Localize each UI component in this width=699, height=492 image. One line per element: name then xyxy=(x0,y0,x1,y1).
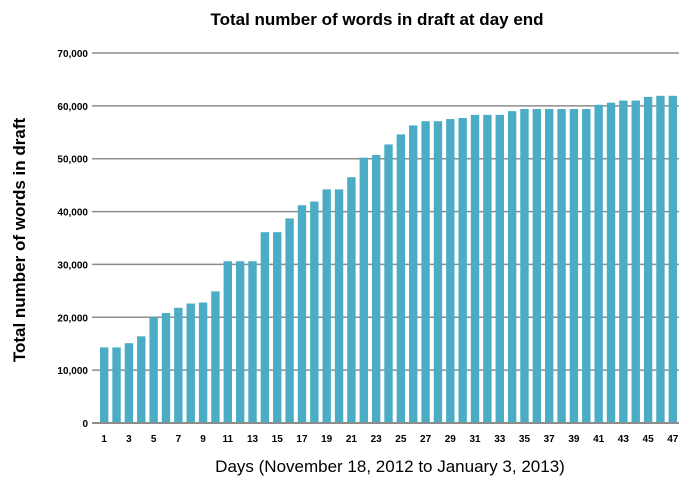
x-tick-label: 43 xyxy=(618,434,630,445)
bar xyxy=(124,343,134,423)
x-tick-label: 5 xyxy=(151,434,157,445)
bar xyxy=(99,347,109,423)
y-tick-label: 70,000 xyxy=(57,49,88,60)
x-tick-label: 3 xyxy=(126,434,132,445)
bar xyxy=(334,189,344,423)
bar xyxy=(446,119,455,424)
bar xyxy=(643,96,653,423)
bar xyxy=(544,109,554,424)
x-tick-label: 9 xyxy=(200,434,206,445)
bar xyxy=(347,177,356,423)
x-tick-label: 23 xyxy=(371,434,383,445)
bar xyxy=(507,111,517,424)
bar xyxy=(186,303,195,423)
x-tick-label: 11 xyxy=(223,434,234,445)
bar xyxy=(310,201,319,423)
x-tick-label: 33 xyxy=(494,434,506,445)
x-tick-label: 37 xyxy=(544,434,556,445)
bar xyxy=(631,100,640,424)
y-tick-label: 60,000 xyxy=(57,102,88,113)
x-tick-label: 31 xyxy=(469,434,481,445)
chart-title: Total number of words in draft at day en… xyxy=(210,10,544,29)
x-tick-label: 47 xyxy=(667,434,679,445)
bar xyxy=(495,114,504,423)
x-tick-label: 17 xyxy=(296,434,308,445)
bar xyxy=(161,313,171,423)
x-tick-label: 21 xyxy=(346,434,358,445)
bar xyxy=(421,121,430,423)
x-tick-label: 13 xyxy=(247,434,259,445)
x-tick-label: 25 xyxy=(395,434,407,445)
bar xyxy=(656,95,665,424)
bar xyxy=(211,291,220,423)
bar xyxy=(149,317,158,423)
bar xyxy=(668,95,678,424)
bar xyxy=(433,121,443,423)
bar xyxy=(235,261,245,423)
y-tick-label: 10,000 xyxy=(57,366,88,377)
bar xyxy=(396,134,406,423)
bar xyxy=(297,205,307,423)
y-tick-label: 50,000 xyxy=(57,155,88,166)
y-tick-label: 40,000 xyxy=(57,208,88,219)
bar xyxy=(594,104,603,424)
bar xyxy=(569,109,579,424)
x-tick-label: 19 xyxy=(321,434,333,445)
x-axis-label: Days (November 18, 2012 to January 3, 20… xyxy=(215,457,565,476)
bar xyxy=(112,347,121,423)
bar xyxy=(470,114,480,423)
bar xyxy=(532,109,542,424)
x-tick-label: 39 xyxy=(568,434,580,445)
bar xyxy=(384,144,393,423)
bar xyxy=(371,155,381,423)
y-tick-label: 20,000 xyxy=(57,313,88,324)
x-tick-label: 45 xyxy=(643,434,655,445)
bar xyxy=(198,302,208,423)
bar xyxy=(223,261,233,423)
bar xyxy=(174,307,183,423)
x-tick-label: 35 xyxy=(519,434,531,445)
x-tick-label: 15 xyxy=(272,434,284,445)
bar xyxy=(322,189,331,423)
bar xyxy=(557,109,566,424)
x-tick-label: 29 xyxy=(445,434,457,445)
bar xyxy=(458,118,467,423)
y-tick-label: 0 xyxy=(82,419,88,430)
bar xyxy=(520,109,529,424)
bar xyxy=(285,218,294,423)
bar xyxy=(248,261,257,423)
y-tick-label: 30,000 xyxy=(57,260,88,271)
bar xyxy=(273,232,282,423)
bar xyxy=(619,100,628,424)
x-tick-label: 1 xyxy=(101,434,107,445)
bar xyxy=(359,157,368,423)
bar xyxy=(409,125,418,424)
x-tick-label: 27 xyxy=(420,434,432,445)
bar xyxy=(137,336,146,423)
x-tick-label: 41 xyxy=(593,434,605,445)
bar xyxy=(483,114,492,423)
bar xyxy=(582,109,591,424)
bar xyxy=(260,232,270,423)
bar xyxy=(606,102,616,423)
x-tick-label: 7 xyxy=(176,434,182,445)
